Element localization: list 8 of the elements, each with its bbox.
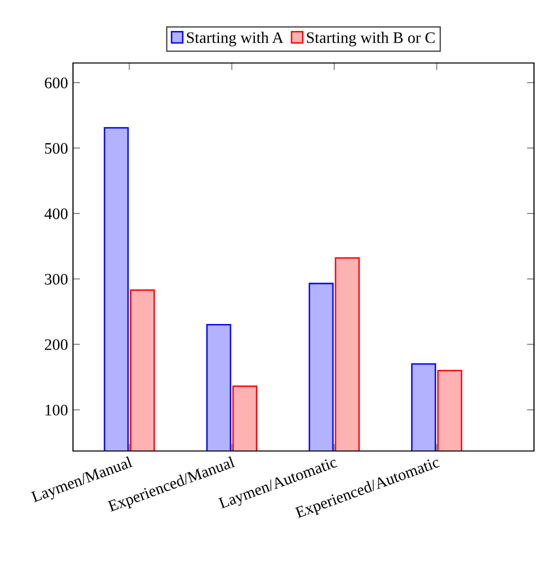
y-tick-label: 100 bbox=[46, 404, 68, 416]
y-tick-label: 400 bbox=[44, 208, 68, 220]
y-tick-label: 200 bbox=[44, 339, 68, 350]
y-tick-label: 600 bbox=[44, 78, 68, 88]
legend-label: Starting with B or C bbox=[306, 32, 435, 46]
legend-label: Starting with A bbox=[186, 32, 284, 46]
y-tick-label: 300 bbox=[44, 274, 68, 285]
y-tick-label: 500 bbox=[45, 142, 68, 154]
